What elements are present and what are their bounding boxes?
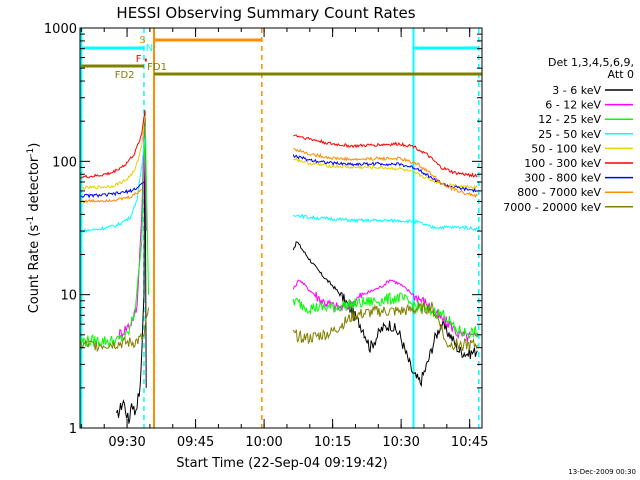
flag-label-night: N [146,43,153,54]
legend-label: 12 - 25 keV [538,113,601,126]
legend-header-attenuator: Att 0 [608,68,634,81]
legend-header-detectors: Det 1,3,4,5,6,9, [548,56,634,69]
series-line-4-0 [80,115,146,191]
flag-label-flare: F [136,54,142,65]
legend-label: 800 - 7000 keV [517,186,601,199]
series-line-0-0 [116,110,147,424]
series-line-2-1 [292,292,478,340]
series-line-8-0 [80,307,149,353]
x-axis-label: Start Time (22-Sep-04 09:19:42) [176,456,387,471]
legend-label: 7000 - 20000 keV [503,201,601,214]
legend-label: 50 - 100 keV [531,142,601,155]
y-tick-label: 10 [60,289,77,304]
series-line-4-1 [293,157,478,190]
plot-frame [79,27,483,429]
y-tick-label: 1 [69,422,77,437]
series-line-3-1 [292,213,478,232]
series-line-6-0 [80,181,145,199]
y-axis-label: Count Rate (s-1 detector-1) [26,143,42,314]
series-line-1-0 [118,127,147,340]
series-line-1-1 [292,279,478,342]
x-tick-label: 10:45 [451,435,488,450]
y-tick-label: 1000 [44,22,77,37]
legend-label: 3 - 6 keV [552,84,601,97]
chart-title: HESSI Observing Summary Count Rates [116,4,415,22]
series-line-0-1 [292,241,478,388]
series-line-7-0 [80,188,143,204]
series-line-8-1 [292,300,478,351]
legend-label: 25 - 50 keV [538,128,601,141]
legend-label: 300 - 800 keV [524,172,601,185]
flag-label-fd2: FD2 [115,70,135,81]
y-tick-label: 100 [52,155,77,170]
x-tick-label: 09:30 [108,435,145,450]
x-tick-label: 10:00 [245,435,282,450]
series-line-7-1 [293,147,478,199]
x-tick-label: 10:30 [382,435,419,450]
legend-label: 100 - 300 keV [524,157,601,170]
series-line-5-1 [293,134,478,178]
flag-label-fd1: FD1 [147,62,167,73]
series-line-5-0 [80,110,146,179]
legend-label: 6 - 12 keV [545,99,601,112]
footer-timestamp: 13-Dec-2009 00:30 [568,468,636,476]
x-tick-label: 10:15 [314,435,351,450]
flag-label-saa: S [139,35,145,46]
x-tick-label: 09:45 [177,435,214,450]
series-line-3-0 [80,137,146,234]
